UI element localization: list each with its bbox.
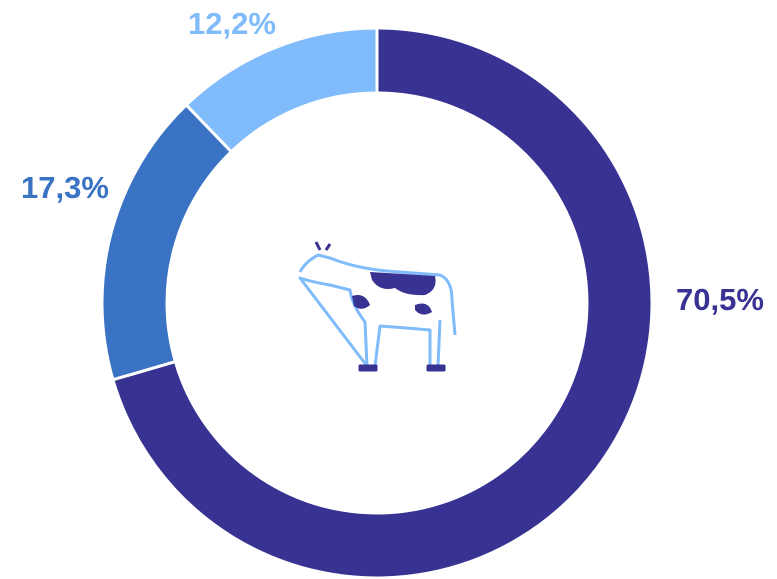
donut-segment (100, 102, 234, 382)
data-label: 17,3% (21, 170, 109, 205)
cow-icon (298, 241, 457, 372)
donut-segment (184, 26, 379, 154)
data-label: 70,5% (676, 282, 764, 317)
data-label: 12,2% (188, 6, 276, 41)
donut-segment (111, 26, 654, 579)
